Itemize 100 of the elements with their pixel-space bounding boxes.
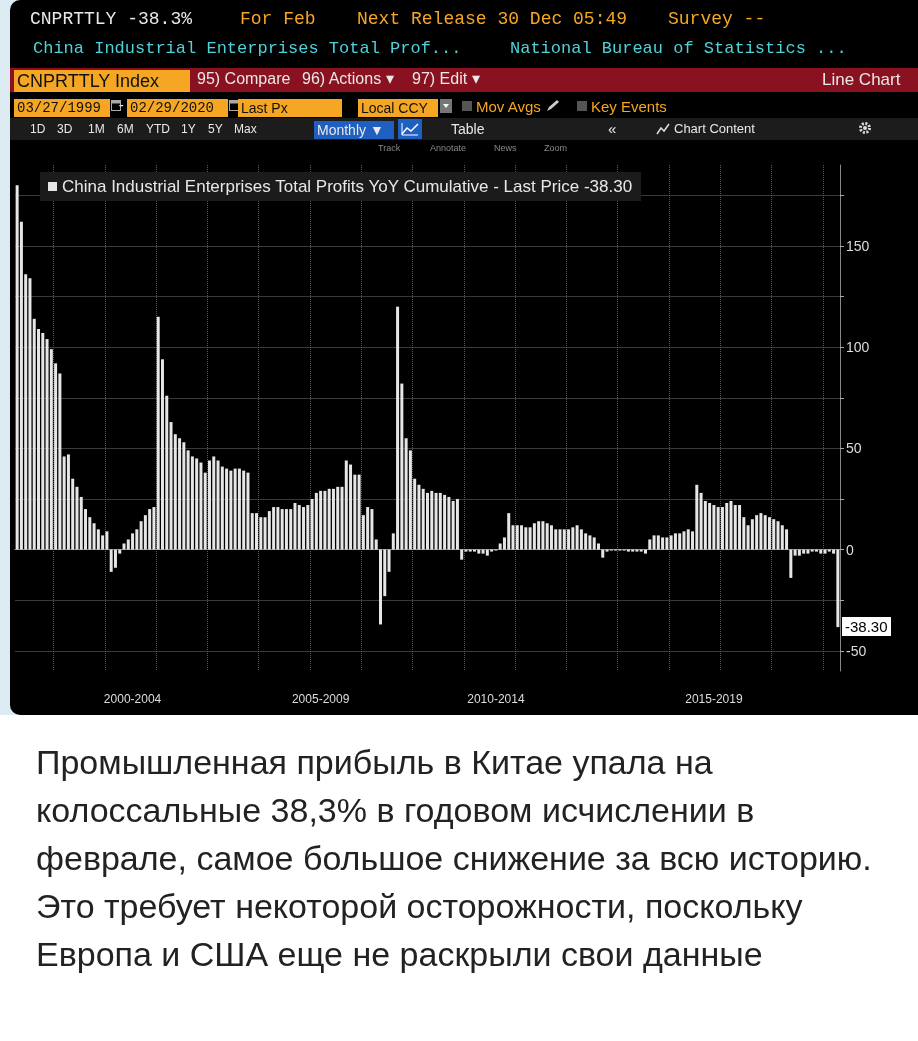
bar (695, 484, 699, 550)
bar (451, 500, 455, 550)
text: Chart Content (674, 121, 755, 136)
bar (780, 525, 784, 550)
text: 97) Edit ▾ (412, 70, 480, 87)
bar (686, 529, 690, 550)
bar (28, 278, 32, 550)
bar (473, 549, 477, 552)
bar (396, 306, 400, 550)
bar (520, 525, 524, 550)
bar (293, 503, 297, 550)
bar (357, 474, 361, 550)
bar (280, 509, 284, 550)
bar (212, 456, 216, 550)
bar (336, 486, 340, 550)
bar (237, 468, 241, 550)
bar (755, 515, 759, 550)
bar (776, 521, 780, 550)
bar (738, 505, 742, 550)
bar (481, 549, 485, 554)
text: YTD (146, 122, 170, 136)
text: -38.30 (842, 617, 891, 637)
text: 3D (57, 122, 73, 136)
bar (515, 525, 519, 550)
bar (823, 549, 827, 554)
bar (195, 458, 199, 550)
bar (79, 496, 83, 550)
x-tick-label: 2000-2004 (103, 692, 162, 706)
bar (182, 442, 186, 550)
text: 02/29/2020 (127, 99, 228, 117)
text: Last Px (238, 99, 342, 117)
bar (366, 507, 370, 550)
bar (763, 515, 767, 550)
bar (819, 549, 823, 554)
text: Промышленная прибыль в Китае упала на колоссальные 38,3% в годовом исчислении в феврале, самое большое снижение за всю историю. Это требует некоторой осторожности, поскольку Европа и США еще не раскрыли свои данные (36, 742, 873, 975)
bar (759, 513, 763, 550)
bar (584, 533, 588, 550)
bar (806, 549, 810, 554)
bar (468, 549, 472, 552)
bar (62, 456, 66, 550)
bar (131, 533, 135, 550)
bar (733, 505, 737, 550)
bar (434, 492, 438, 550)
bar (421, 488, 425, 550)
bar (374, 539, 378, 550)
bar (344, 460, 348, 550)
text: 5Y (208, 122, 223, 136)
bar (708, 503, 712, 550)
bar (814, 549, 818, 552)
bar (233, 468, 237, 550)
bar (571, 527, 575, 550)
bar (331, 488, 335, 550)
bar (789, 549, 793, 578)
bar (152, 507, 156, 550)
bar (592, 537, 596, 550)
bar (575, 525, 579, 550)
bar (716, 507, 720, 550)
bar (528, 527, 532, 550)
bar (661, 537, 665, 550)
legend-label: China Industrial Enterprises Total Profits YoY Cumulative - Last Price -38.30 (62, 177, 633, 196)
bar (725, 503, 729, 550)
bar (169, 422, 173, 550)
bar (554, 529, 558, 550)
bar (827, 549, 831, 552)
bar (601, 549, 605, 558)
bar (712, 505, 716, 550)
bar (797, 549, 801, 556)
text: 03/27/1999 (14, 99, 110, 117)
bar (579, 529, 583, 550)
bar (378, 549, 382, 625)
bar (682, 531, 686, 550)
bar (810, 549, 814, 552)
bar (793, 549, 797, 556)
bar (567, 529, 571, 550)
bar (545, 523, 549, 550)
bar (156, 316, 160, 550)
bar (665, 537, 669, 550)
text: CNPRTTLY -38.3% (30, 9, 193, 29)
text: 95) Compare (197, 70, 291, 87)
bar (327, 488, 331, 550)
bar (644, 549, 647, 554)
text: China Industrial Enterprises Total Prof... (33, 39, 462, 58)
text: Track (378, 143, 401, 153)
bar (370, 509, 374, 550)
bar (836, 549, 840, 628)
text: 6M (117, 122, 134, 136)
text: CNPRTTLY Index (14, 70, 190, 92)
bar (605, 549, 609, 552)
text: - (117, 98, 126, 114)
bar (259, 517, 263, 550)
bar (319, 490, 323, 550)
text: Mov Avgs (476, 98, 541, 115)
bar (199, 462, 203, 550)
bar (507, 513, 511, 550)
bar (455, 498, 459, 550)
x-tick-label: 2015-2019 (685, 692, 743, 706)
bar (785, 529, 789, 550)
bar (242, 470, 246, 550)
text: National Bureau of Statistics ... (510, 39, 847, 58)
bar (490, 549, 494, 552)
